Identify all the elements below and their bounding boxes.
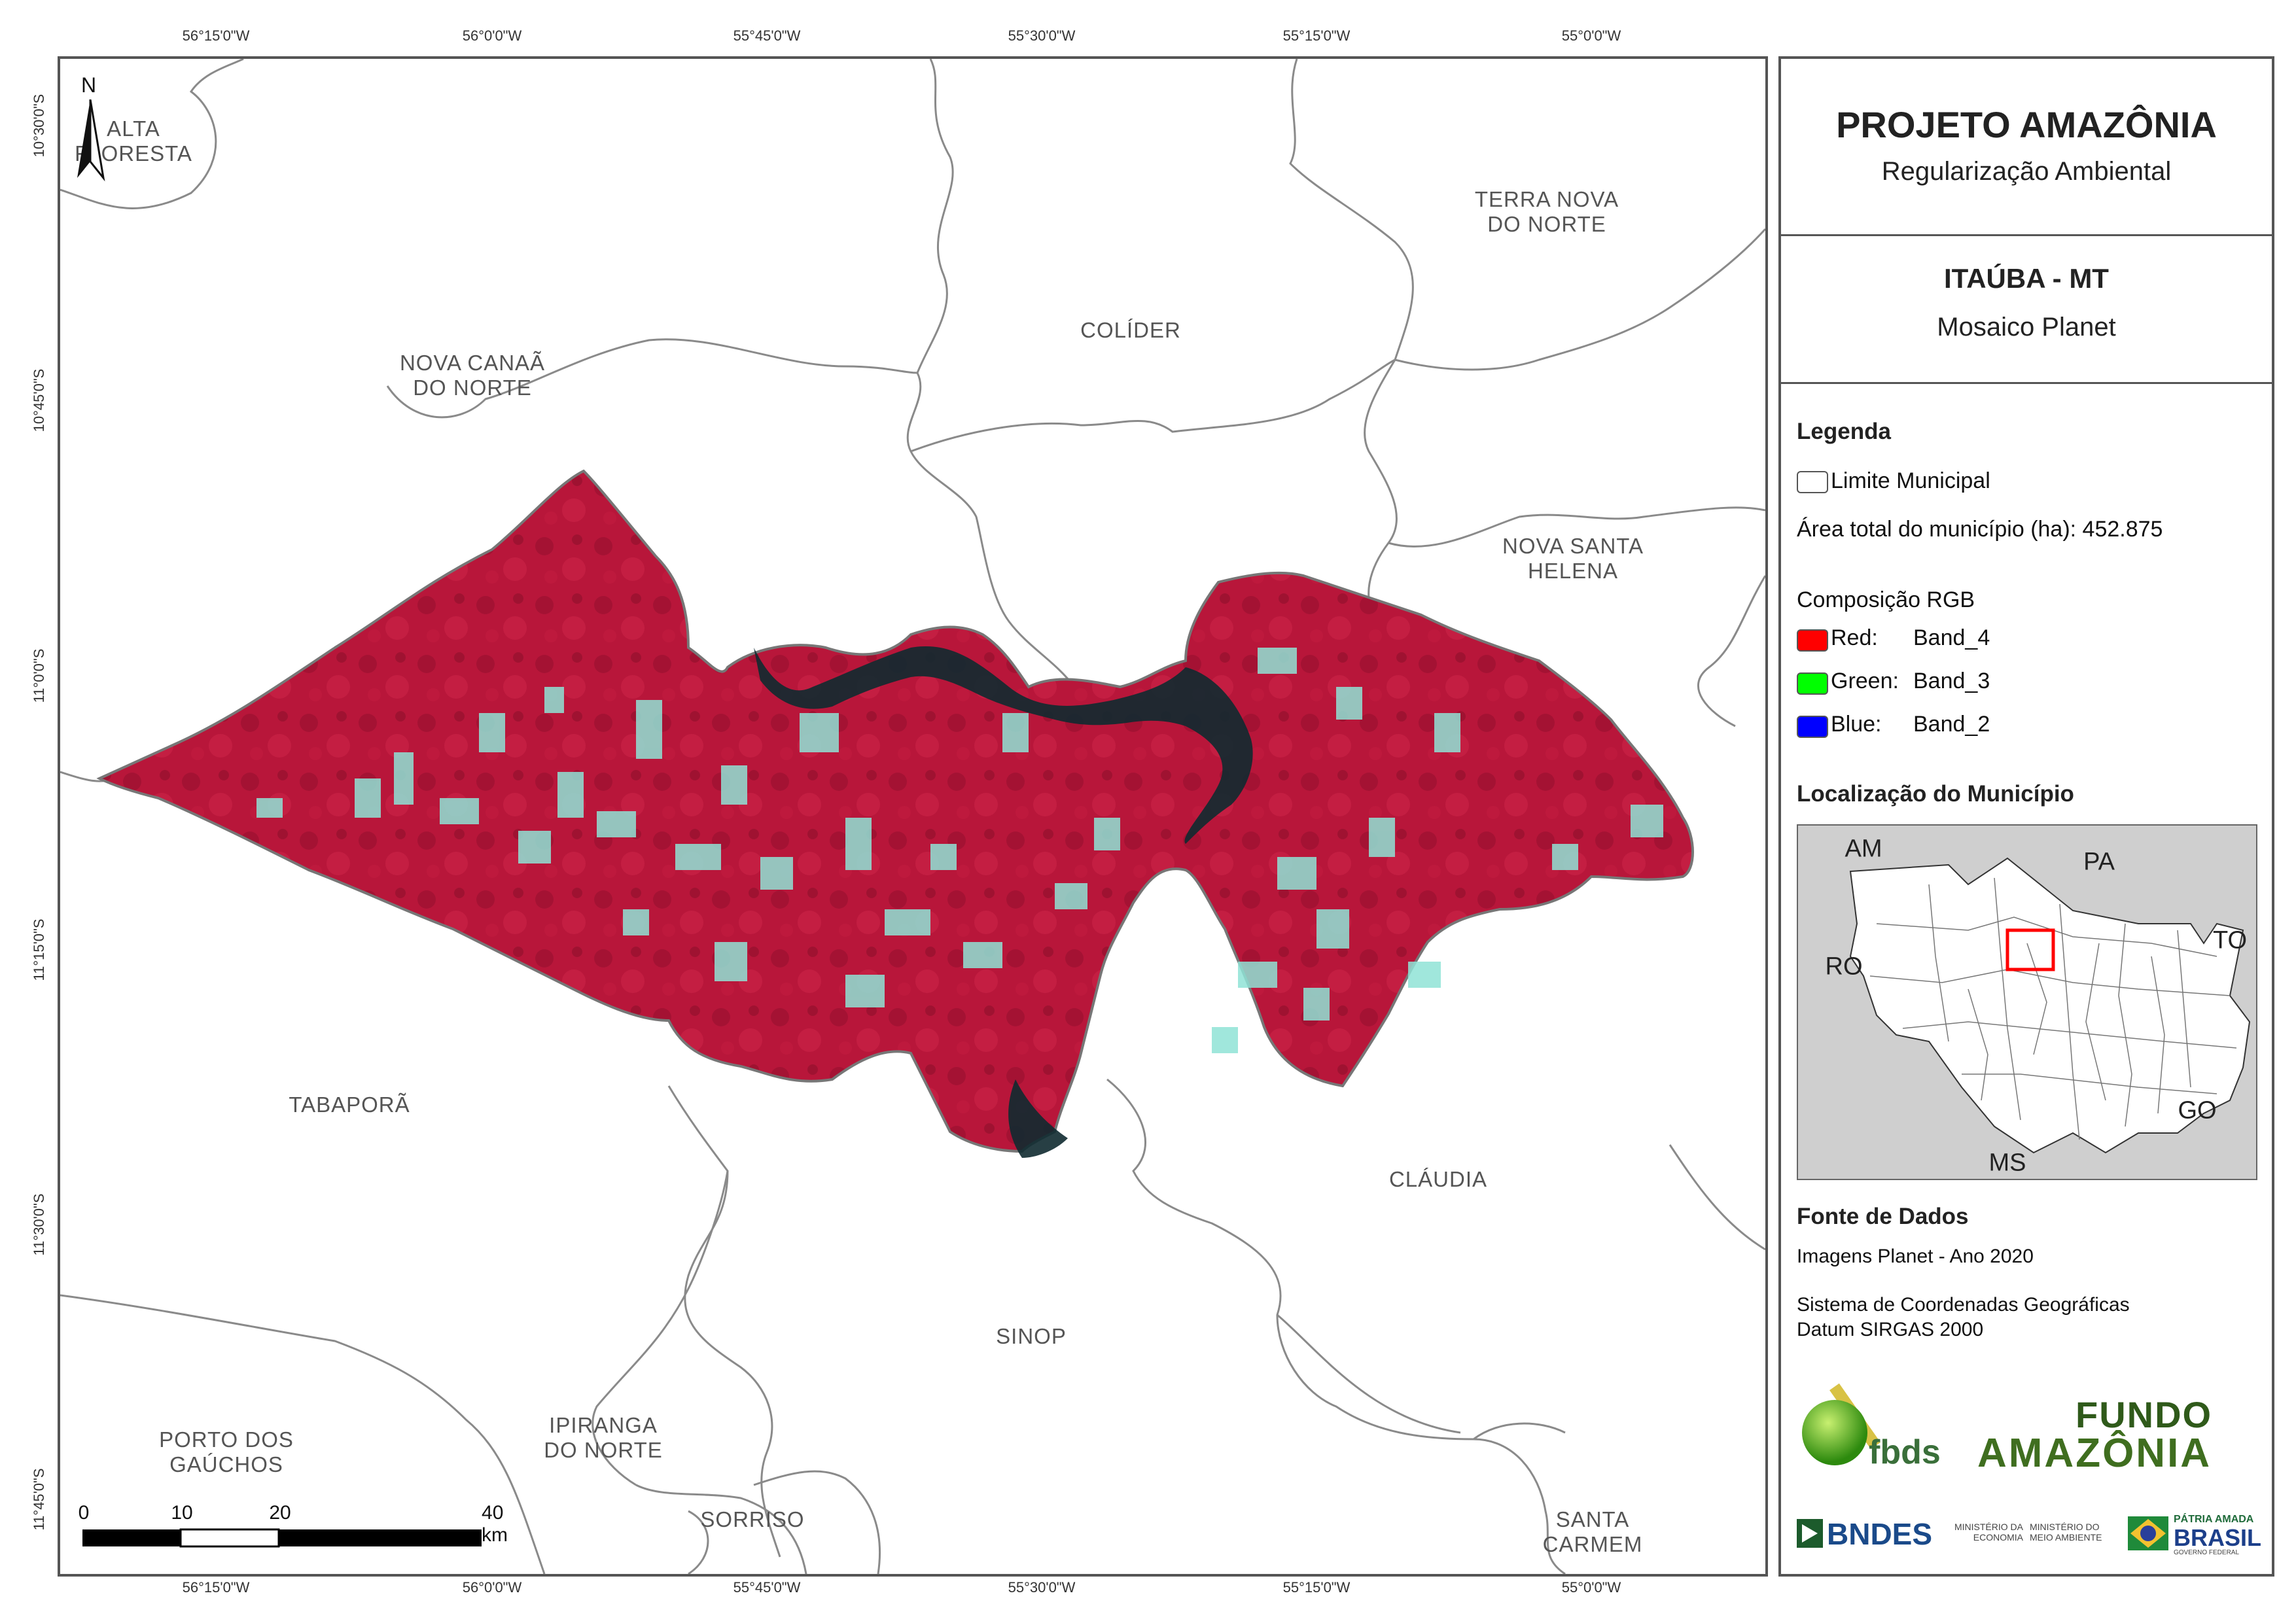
separator-1 bbox=[1781, 234, 2272, 236]
scale-bar: 0 10 20 40 km bbox=[78, 1502, 508, 1554]
green-band: Band_3 bbox=[1913, 669, 1990, 693]
fundo-text: FUNDO bbox=[2075, 1394, 2213, 1435]
label-nova-santa-helena: NOVA SANTA HELENA bbox=[1502, 534, 1644, 583]
locator-map: AM PA TO RO GO MS bbox=[1797, 824, 2257, 1180]
label-porto-dos-gauchos: PORTO DOS GAÚCHOS bbox=[159, 1427, 294, 1476]
coord-top-3: 55°45'0"W bbox=[733, 27, 801, 44]
blue-band: Band_2 bbox=[1913, 712, 1990, 737]
coord-bottom-1: 56°15'0"W bbox=[182, 1579, 250, 1596]
label-terra-nova: TERRA NOVA DO NORTE bbox=[1474, 187, 1619, 236]
state-go: GO bbox=[2178, 1096, 2217, 1125]
fbds-logo-icon bbox=[1802, 1383, 1881, 1465]
coord-top-6: 55°0'0"W bbox=[1561, 27, 1621, 44]
state-to: TO bbox=[2212, 926, 2248, 954]
source-images: Imagens Planet - Ano 2020 bbox=[1797, 1246, 2034, 1267]
brasil-text: BRASIL bbox=[2174, 1524, 2261, 1551]
patria-text: PÁTRIA AMADA bbox=[2174, 1514, 2254, 1525]
legend-panel: PROJETO AMAZÔNIA Regularização Ambiental… bbox=[1778, 56, 2274, 1577]
coord-left-2: 10°45'0"S bbox=[31, 368, 47, 432]
coord-left-5: 11°30'0"S bbox=[31, 1193, 47, 1256]
limite-label: Limite Municipal bbox=[1831, 468, 1990, 493]
coord-top-1: 56°15'0"W bbox=[182, 27, 250, 44]
label-sinop: SINOP bbox=[996, 1324, 1067, 1348]
coord-left-1: 10°30'0"S bbox=[31, 94, 47, 158]
rgb-heading: Composição RGB bbox=[1797, 587, 1975, 612]
project-subtitle: Regularização Ambiental bbox=[1881, 157, 2172, 186]
green-swatch bbox=[1797, 672, 1828, 695]
governo-logo: PÁTRIA AMADA BRASIL GOVERNO FEDERAL bbox=[2128, 1510, 2261, 1556]
red-band: Band_4 bbox=[1913, 625, 1990, 650]
fbds-text: fbds bbox=[1869, 1433, 1941, 1471]
scale-bar-graphic bbox=[82, 1528, 482, 1548]
municipal-boundaries bbox=[60, 59, 1765, 1574]
label-sorriso: SORRISO bbox=[700, 1507, 805, 1531]
legend-heading: Legenda bbox=[1797, 419, 1891, 444]
place-title: ITAÚBA - MT bbox=[1944, 263, 2109, 294]
crs-line-1: Sistema de Coordenadas Geográficas bbox=[1797, 1294, 2130, 1316]
coord-bottom-4: 55°30'0"W bbox=[1008, 1579, 1076, 1596]
limite-swatch bbox=[1797, 471, 1828, 493]
brasil-flag-icon bbox=[2128, 1516, 2168, 1550]
label-tabapora: TABAPORÃ bbox=[289, 1092, 410, 1117]
map-canvas bbox=[60, 59, 1765, 1574]
red-channel: Red: bbox=[1831, 625, 1878, 650]
coord-bottom-3: 55°45'0"W bbox=[733, 1579, 801, 1596]
bndes-icon bbox=[1797, 1519, 1823, 1548]
state-ro: RO bbox=[1825, 952, 1863, 981]
gov-text: GOVERNO FEDERAL bbox=[2174, 1549, 2240, 1556]
locator-map-graphic bbox=[1849, 857, 2251, 1154]
coord-bottom-6: 55°0'0"W bbox=[1561, 1579, 1621, 1596]
separator-2 bbox=[1781, 382, 2272, 384]
bndes-text: BNDES bbox=[1827, 1517, 1933, 1551]
min-economia: MINISTÉRIO DA ECONOMIA bbox=[1954, 1522, 2023, 1543]
green-channel: Green: bbox=[1831, 669, 1899, 693]
min-meio-ambiente: MINISTÉRIO DO MEIO AMBIENTE bbox=[2030, 1522, 2102, 1543]
coord-left-6: 11°45'0"S bbox=[31, 1468, 47, 1531]
amazonia-text: AMAZÔNIA bbox=[1977, 1431, 2212, 1476]
north-arrow-icon bbox=[77, 99, 105, 182]
coord-left-3: 11°0'0"S bbox=[31, 648, 47, 703]
bndes-logo: BNDES bbox=[1797, 1514, 1934, 1553]
blue-swatch bbox=[1797, 716, 1828, 738]
coord-top-2: 56°0'0"W bbox=[462, 27, 522, 44]
label-ipiranga: IPIRANGA DO NORTE bbox=[544, 1413, 663, 1462]
label-colider: COLÍDER bbox=[1080, 318, 1181, 342]
coord-bottom-5: 55°15'0"W bbox=[1282, 1579, 1351, 1596]
coord-top-5: 55°15'0"W bbox=[1282, 27, 1351, 44]
product-title: Mosaico Planet bbox=[1937, 313, 2116, 341]
map-frame[interactable]: ALTA FLORESTA TERRA NOVA DO NORTE COLÍDE… bbox=[58, 56, 1768, 1577]
itauba-polygon[interactable] bbox=[96, 469, 1694, 1158]
blue-channel: Blue: bbox=[1831, 712, 1882, 737]
label-nova-canaa: NOVA CANAÃ DO NORTE bbox=[399, 351, 546, 400]
scale-tick-0: 0 bbox=[78, 1502, 90, 1524]
project-title: PROJETO AMAZÔNIA bbox=[1836, 104, 2217, 145]
sources-heading: Fonte de Dados bbox=[1797, 1204, 1969, 1229]
red-swatch bbox=[1797, 629, 1828, 652]
scale-tick-20: 20 bbox=[269, 1502, 291, 1524]
state-am: AM bbox=[1845, 835, 1882, 863]
locator-highlight bbox=[2005, 928, 2055, 971]
locator-heading: Localização do Município bbox=[1797, 781, 2074, 807]
state-ms: MS bbox=[1988, 1149, 2026, 1177]
label-claudia: CLÁUDIA bbox=[1388, 1167, 1488, 1191]
fbds-logo: fbds bbox=[1797, 1374, 1954, 1472]
crs-line-2: Datum SIRGAS 2000 bbox=[1797, 1319, 1984, 1340]
fundo-amazonia-logo: FUNDO AMAZÔNIA bbox=[1977, 1393, 2252, 1478]
state-pa: PA bbox=[2083, 848, 2115, 876]
label-santa-carmem: SANTA CARMEM bbox=[1542, 1507, 1643, 1556]
coord-top-4: 55°30'0"W bbox=[1008, 27, 1076, 44]
north-label: N bbox=[81, 73, 97, 97]
area-label: Área total do município (ha): 452.875 bbox=[1797, 517, 2163, 542]
scale-tick-40: 40 km bbox=[482, 1502, 508, 1546]
scale-tick-10: 10 bbox=[171, 1502, 193, 1524]
coord-left-4: 11°15'0"S bbox=[31, 918, 47, 981]
coord-bottom-2: 56°0'0"W bbox=[462, 1579, 522, 1596]
